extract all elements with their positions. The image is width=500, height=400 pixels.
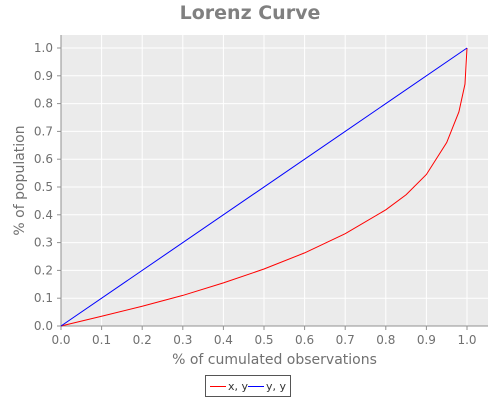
legend-item-yy: y, y	[248, 380, 286, 393]
x-axis-title: % of cumulated observations	[172, 352, 377, 368]
x-tick-label: 0.3	[173, 333, 192, 347]
x-tick-label: 0.8	[376, 333, 395, 347]
y-tick-label: 0.4	[34, 208, 53, 222]
x-tick-label: 0.2	[133, 333, 152, 347]
legend: x, y y, y	[205, 375, 292, 397]
y-tick-label: 0.6	[34, 152, 53, 166]
x-tick-label: 0.7	[336, 333, 355, 347]
legend-swatch-blue	[248, 385, 265, 387]
legend-item-xy: x, y	[210, 380, 248, 393]
x-tick-label: 0.5	[254, 333, 273, 347]
grid-lines	[60, 35, 488, 327]
y-tick-label: 0.0	[34, 319, 53, 333]
y-tick-label: 0.9	[34, 69, 53, 83]
chart-title: Lorenz Curve	[179, 2, 321, 24]
tick-labels: 0.0 0.1 0.2 0.3 0.4 0.5 0.6 0.7 0.8 0.9 1.0 0.0 0.1 0…	[34, 41, 477, 347]
x-tick-label: 0.9	[417, 333, 436, 347]
y-tick-label: 1.0	[34, 41, 53, 55]
x-tick-label: 1.0	[457, 333, 476, 347]
x-tick-label: 0.6	[295, 333, 314, 347]
y-tick-label: 0.5	[34, 180, 53, 194]
series-lines	[60, 47, 468, 327]
legend-swatch-red	[210, 385, 226, 387]
y-tick-label: 0.2	[34, 263, 53, 277]
legend-label-xy: x, y	[228, 379, 249, 393]
y-tick-label: 0.8	[34, 97, 53, 111]
x-tick-label: 0.1	[92, 333, 111, 347]
series-line-0	[60, 47, 468, 327]
x-tick-label: 0.4	[214, 333, 233, 347]
x-tick-label: 0.0	[51, 333, 70, 347]
legend-label-yy: y, y	[266, 379, 287, 393]
series-line-1	[60, 47, 468, 327]
axes	[57, 35, 488, 330]
y-axis-title: % of population	[12, 125, 28, 235]
y-tick-label: 0.7	[34, 124, 53, 138]
y-tick-label: 0.3	[34, 236, 53, 250]
y-tick-label: 0.1	[34, 291, 53, 305]
